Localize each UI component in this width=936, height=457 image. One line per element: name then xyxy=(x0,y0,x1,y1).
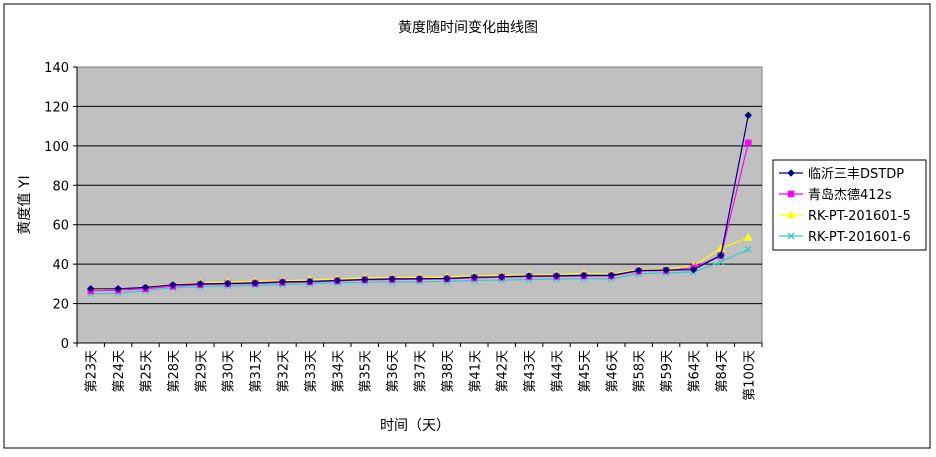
legend-marker xyxy=(786,210,796,219)
x-tick-label: 第32天 xyxy=(277,350,292,393)
legend-label: 青岛杰德412s xyxy=(808,187,892,203)
x-tick-label: 第41天 xyxy=(468,350,483,393)
data-point xyxy=(744,245,752,253)
legend-marker xyxy=(787,190,795,198)
data-point xyxy=(662,266,670,274)
y-tick-label: 140 xyxy=(44,61,69,76)
data-point xyxy=(278,278,287,286)
gridlines xyxy=(77,105,762,305)
data-point xyxy=(717,258,725,266)
data-point xyxy=(745,139,752,147)
x-tick-label: 第43天 xyxy=(523,350,538,393)
y-tick-label: 80 xyxy=(52,179,69,194)
data-point xyxy=(223,279,232,288)
x-tick-label: 第23天 xyxy=(85,350,100,393)
data-point xyxy=(388,275,396,283)
x-tick-label: 第42天 xyxy=(496,350,511,393)
y-tick-label: 60 xyxy=(52,219,69,234)
y-tick-label: 0 xyxy=(61,337,69,352)
legend-label: 临沂三丰DSTDP xyxy=(808,167,904,182)
x-tick-label: 第46天 xyxy=(605,350,620,393)
x-tick-label: 第45天 xyxy=(578,350,593,393)
x-tick-label: 第33天 xyxy=(304,350,319,393)
data-point xyxy=(306,277,314,286)
x-tick-label: 第36天 xyxy=(386,350,401,393)
legend-entry: RK-PT-201601-5 xyxy=(779,209,911,224)
x-tick-label: 第29天 xyxy=(194,350,209,393)
chart-title: 黄度随时间变化曲线图 xyxy=(398,19,538,36)
y-tick-label: 20 xyxy=(52,298,69,313)
data-point xyxy=(169,280,177,289)
data-point xyxy=(333,276,342,285)
y-axis-title: 黄度值 YI xyxy=(16,175,33,234)
data-point xyxy=(196,280,205,288)
legend-box xyxy=(772,159,927,251)
data-point xyxy=(689,265,698,274)
legend-entry: RK-PT-201601-6 xyxy=(779,230,911,245)
data-point xyxy=(552,271,561,280)
plot-area xyxy=(76,66,763,344)
data-point xyxy=(443,274,451,283)
data-point xyxy=(580,271,588,280)
legend: 临沂三丰DSTDP 青岛杰德412s RK-PT-201601-5 RK-PT-201… xyxy=(772,159,927,251)
y-tick-label: 120 xyxy=(44,100,69,115)
data-point xyxy=(717,251,725,260)
legend-label: RK-PT-201601-5 xyxy=(808,209,911,224)
data-point xyxy=(744,111,753,120)
y-tick-label: 100 xyxy=(44,140,69,155)
data-point xyxy=(743,233,753,241)
data-point xyxy=(251,279,259,287)
x-tick-label: 第84天 xyxy=(715,350,730,393)
x-tick-label: 第35天 xyxy=(359,350,374,393)
data-point xyxy=(607,271,616,280)
x-tick-label: 第59天 xyxy=(660,350,675,393)
x-tick-label: 第37天 xyxy=(414,350,429,393)
series-0 xyxy=(86,111,753,293)
data-point xyxy=(86,284,95,293)
data-point xyxy=(141,283,150,292)
data-point xyxy=(634,266,643,275)
x-tick-label: 第64天 xyxy=(688,350,703,393)
x-tick-label: 第28天 xyxy=(167,350,182,393)
data-point xyxy=(114,284,122,293)
legend-entry: 临沂三丰DSTDP xyxy=(779,167,904,182)
series-lines xyxy=(86,111,753,298)
x-tick-label: 第30天 xyxy=(222,350,237,393)
legend-entry: 青岛杰德412s xyxy=(779,187,892,203)
data-point xyxy=(415,274,424,283)
x-tick-label: 第44天 xyxy=(551,350,566,393)
x-tick-label: 第24天 xyxy=(112,350,127,393)
data-point xyxy=(360,275,369,284)
x-tick-label: 第58天 xyxy=(633,350,648,393)
legend-label: RK-PT-201601-6 xyxy=(808,230,911,245)
x-tick-label: 第25天 xyxy=(140,350,155,393)
x-tick-label: 第38天 xyxy=(441,350,456,393)
x-tick-label: 第100天 xyxy=(742,350,757,401)
legend-marker xyxy=(787,232,795,240)
legend-marker xyxy=(787,169,795,177)
x-axis-title: 时间（天） xyxy=(380,418,450,434)
x-tick-label: 第34天 xyxy=(331,350,346,393)
data-point xyxy=(525,272,533,280)
data-point xyxy=(470,273,479,282)
data-point xyxy=(497,272,506,281)
y-tick-label: 40 xyxy=(52,258,69,273)
x-tick-label: 第31天 xyxy=(249,350,264,393)
